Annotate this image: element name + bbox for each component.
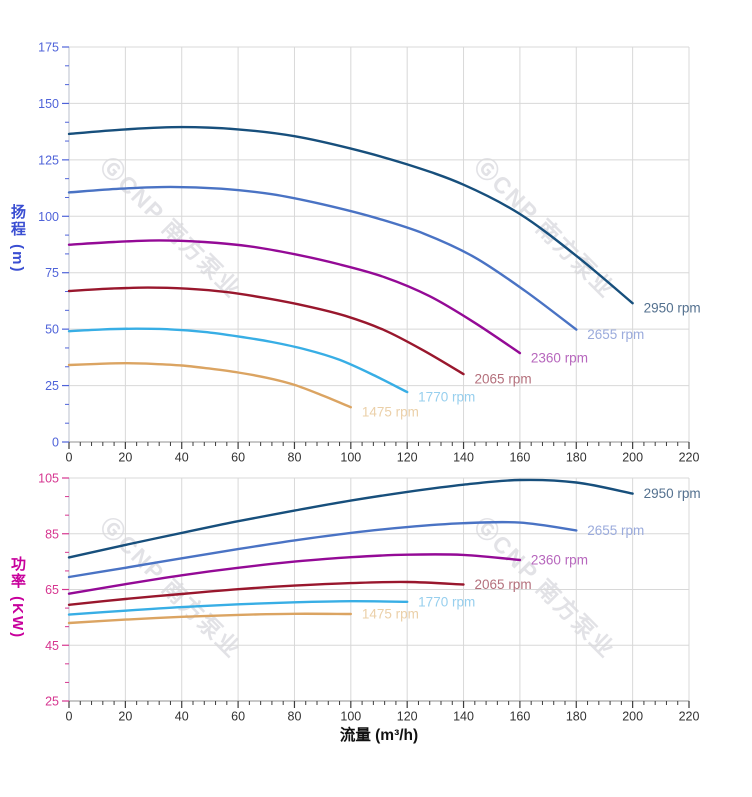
series-label-1770-rpm: 1770 rpm (418, 594, 475, 609)
x-axis: 0 20 40 60 80 100 120 140 160 180 200 220 (66, 442, 700, 465)
y-tick-label: 75 (45, 266, 59, 280)
x-tick-label: 160 (509, 451, 530, 465)
curve-2360-rpm (67, 553, 522, 595)
x-tick-label: 140 (453, 451, 474, 465)
x-tick-label: 40 (175, 451, 189, 465)
curve-1475-rpm (67, 361, 352, 409)
series-label-1475-rpm: 1475 rpm (362, 405, 419, 420)
curve-2360-rpm (67, 239, 522, 355)
series-label-2950-rpm: 2950 rpm (644, 486, 701, 501)
gridlines (69, 477, 690, 701)
curve-2950-rpm (67, 478, 634, 559)
y-tick-label: 100 (38, 210, 59, 224)
curve-2655-rpm (67, 520, 578, 579)
gridlines (69, 46, 690, 442)
x-tick-label: 0 (66, 710, 73, 724)
y-tick-label: 125 (38, 153, 59, 167)
series-label-2360-rpm: 2360 rpm (531, 351, 588, 366)
x-tick-label: 200 (622, 451, 643, 465)
series-label-1475-rpm: 1475 rpm (362, 607, 419, 622)
curve-2065-rpm (67, 286, 465, 376)
x-tick-label: 200 (622, 710, 643, 724)
series-label-1770-rpm: 1770 rpm (418, 390, 475, 405)
y-tick-label: 25 (45, 379, 59, 393)
curve-1770-rpm (67, 327, 409, 394)
x-tick-label: 20 (118, 710, 132, 724)
x-tick-label: 0 (66, 451, 73, 465)
x-tick-label: 140 (453, 710, 474, 724)
x-tick-label: 100 (340, 710, 361, 724)
y-tick-label: 65 (45, 583, 59, 597)
x-tick-label: 160 (509, 710, 530, 724)
series-label-2950-rpm: 2950 rpm (644, 301, 701, 316)
x-axis: 0 20 40 60 80 100 120 140 160 180 200 220 (66, 701, 700, 724)
y-tick-label: 45 (45, 639, 59, 653)
y-tick-label: 85 (45, 527, 59, 541)
x-tick-label: 60 (231, 710, 245, 724)
series-label-2065-rpm: 2065 rpm (475, 372, 532, 387)
curve-2655-rpm (67, 185, 578, 331)
x-tick-label: 180 (566, 710, 587, 724)
x-tick-label: 120 (397, 710, 418, 724)
y-tick-label: 175 (38, 41, 59, 55)
y-axis: 0 25 50 75 100 125 150 175 (38, 41, 69, 450)
series-label-2360-rpm: 2360 rpm (531, 552, 588, 567)
x-tick-label: 220 (679, 710, 700, 724)
x-tick-label: 180 (566, 451, 587, 465)
power-chart-group: 0 20 40 60 80 100 120 140 160 180 200 220 25 45 65 85 10… (38, 472, 701, 724)
x-tick-label: 80 (288, 710, 302, 724)
x-tick-label: 40 (175, 710, 189, 724)
curve-1475-rpm (67, 612, 352, 625)
head-chart-group: 0 20 40 60 80 100 120 140 160 180 200 220 0 25 50 75 100… (38, 41, 701, 465)
flow-x-axis-title: 流量 (m³/h) (339, 727, 419, 744)
y-tick-label: 25 (45, 695, 59, 709)
y-axis: 25 45 65 85 105 (38, 472, 69, 709)
x-tick-label: 120 (397, 451, 418, 465)
curve-1770-rpm (67, 599, 409, 616)
x-tick-label: 20 (118, 451, 132, 465)
y-tick-label: 150 (38, 97, 59, 111)
y-tick-label: 105 (38, 472, 59, 486)
y-tick-label: 50 (45, 323, 59, 337)
series-label-2655-rpm: 2655 rpm (587, 327, 644, 342)
x-tick-label: 100 (340, 451, 361, 465)
x-tick-label: 80 (288, 451, 302, 465)
series-label-2065-rpm: 2065 rpm (475, 577, 532, 592)
series-label-2655-rpm: 2655 rpm (587, 523, 644, 538)
x-tick-label: 60 (231, 451, 245, 465)
power-y-axis-title: 功率 (KW) (9, 556, 26, 640)
x-tick-label: 220 (679, 451, 700, 465)
curve-2065-rpm (67, 580, 465, 606)
y-tick-label: 0 (52, 436, 59, 450)
curve-2950-rpm (67, 125, 634, 305)
head-y-axis-title: 扬程 (m) (9, 204, 26, 274)
